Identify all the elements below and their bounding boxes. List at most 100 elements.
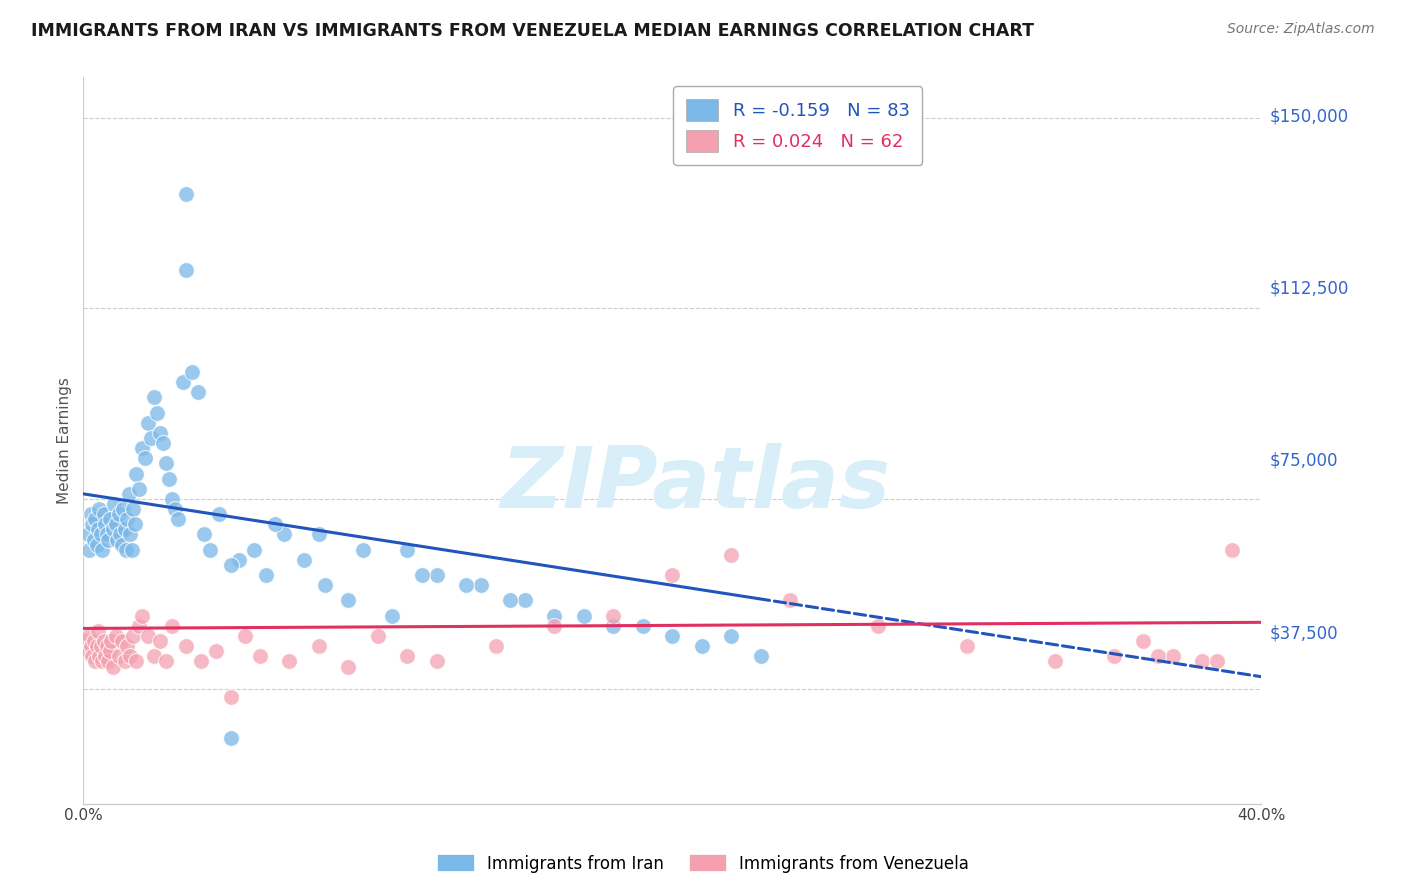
Point [470, 578, 492, 592]
Point [75, 634, 97, 648]
Point [149, 634, 172, 648]
Point [208, 507, 231, 521]
Point [1191, 655, 1213, 669]
Point [100, 634, 122, 648]
Point [87, 522, 110, 536]
Point [155, 456, 177, 470]
Point [87, 624, 110, 638]
Point [176, 639, 198, 653]
Point [411, 568, 433, 582]
Point [484, 639, 506, 653]
Point [720, 629, 742, 643]
Point [190, 655, 212, 669]
Point [602, 608, 624, 623]
Point [155, 655, 177, 669]
Point [97, 533, 120, 547]
Point [198, 542, 221, 557]
Point [91, 542, 114, 557]
Point [243, 542, 266, 557]
Point [101, 659, 124, 673]
Point [631, 619, 654, 633]
Y-axis label: Median Earnings: Median Earnings [58, 377, 72, 504]
Point [426, 655, 449, 669]
Point [749, 649, 772, 664]
Point [956, 639, 979, 653]
Point [131, 608, 153, 623]
Point [143, 390, 166, 404]
Point [125, 655, 148, 669]
Point [143, 649, 166, 664]
Point [122, 629, 145, 643]
Point [337, 593, 360, 607]
Point [146, 406, 169, 420]
Point [1043, 655, 1066, 669]
Point [90, 527, 112, 541]
Point [228, 553, 250, 567]
Point [83, 533, 105, 547]
Point [79, 507, 101, 521]
Point [107, 507, 129, 521]
Point [82, 649, 104, 664]
Point [157, 472, 180, 486]
Point [187, 385, 209, 400]
Text: IMMIGRANTS FROM IRAN VS IMMIGRANTS FROM VENEZUELA MEDIAN EARNINGS CORRELATION CH: IMMIGRANTS FROM IRAN VS IMMIGRANTS FROM … [31, 22, 1033, 40]
Point [107, 649, 129, 664]
Point [454, 578, 477, 592]
Point [160, 619, 183, 633]
Point [89, 649, 111, 664]
Point [690, 639, 713, 653]
Point [134, 451, 156, 466]
Point [176, 263, 198, 277]
Point [273, 527, 295, 541]
Point [367, 629, 389, 643]
Point [84, 655, 107, 669]
Point [254, 568, 277, 582]
Point [426, 568, 449, 582]
Point [94, 517, 117, 532]
Point [163, 502, 186, 516]
Point [128, 619, 150, 633]
Point [90, 639, 112, 653]
Point [93, 507, 115, 521]
Point [124, 517, 146, 532]
Point [108, 527, 131, 541]
Point [1206, 655, 1229, 669]
Point [128, 482, 150, 496]
Point [121, 542, 143, 557]
Point [139, 431, 162, 445]
Point [82, 517, 104, 532]
Legend: R = -0.159   N = 83, R = 0.024   N = 62: R = -0.159 N = 83, R = 0.024 N = 62 [673, 87, 922, 165]
Text: Source: ZipAtlas.com: Source: ZipAtlas.com [1227, 22, 1375, 37]
Point [572, 608, 595, 623]
Point [104, 629, 127, 643]
Point [105, 533, 128, 547]
Point [96, 527, 118, 541]
Point [114, 522, 136, 536]
Point [86, 639, 108, 653]
Point [94, 649, 117, 664]
Point [91, 655, 114, 669]
Text: ZIPatlas: ZIPatlas [501, 442, 891, 525]
Point [868, 619, 890, 633]
Point [543, 619, 565, 633]
Point [1102, 649, 1125, 664]
Point [513, 593, 536, 607]
Point [96, 639, 118, 653]
Point [112, 502, 135, 516]
Point [779, 593, 801, 607]
Point [219, 558, 242, 572]
Point [233, 629, 256, 643]
Point [661, 629, 683, 643]
Point [117, 512, 139, 526]
Point [104, 517, 127, 532]
Legend: Immigrants from Iran, Immigrants from Venezuela: Immigrants from Iran, Immigrants from Ve… [430, 847, 976, 880]
Point [176, 187, 198, 202]
Point [93, 634, 115, 648]
Point [263, 517, 285, 532]
Point [661, 568, 683, 582]
Point [131, 441, 153, 455]
Point [381, 608, 404, 623]
Point [120, 527, 142, 541]
Point [219, 690, 242, 704]
Point [1147, 649, 1170, 664]
